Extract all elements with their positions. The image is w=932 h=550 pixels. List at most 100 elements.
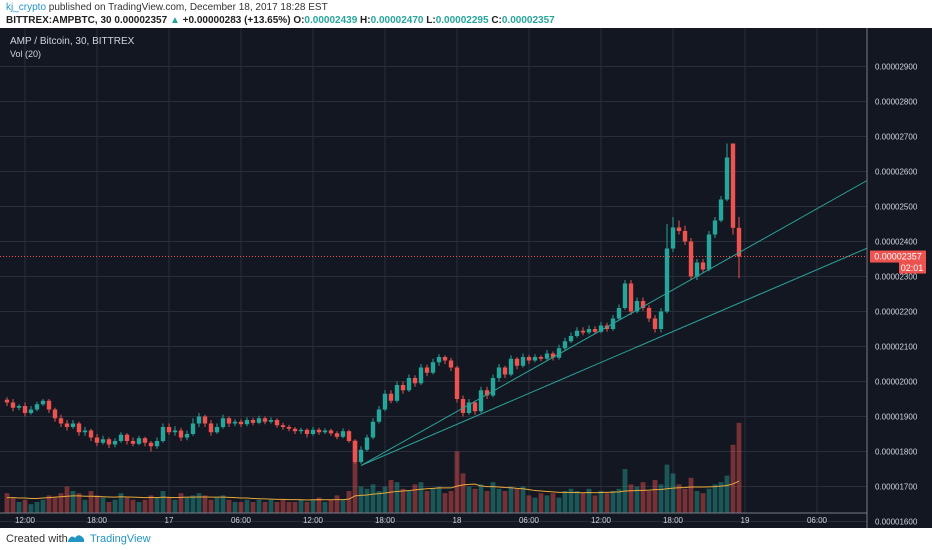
candle-body xyxy=(574,330,580,336)
volume-bar xyxy=(280,499,286,513)
candle-body xyxy=(52,409,58,419)
tradingview-brand[interactable]: TradingView xyxy=(90,533,151,545)
volume-bar xyxy=(322,502,328,513)
candle-body xyxy=(340,431,346,437)
volume-bar xyxy=(220,495,226,513)
open-value: 0.00002439 xyxy=(304,15,358,26)
symbol-interval: BITTREX:AMPBTC, 30 xyxy=(6,15,112,26)
low-value: 0.00002295 xyxy=(435,15,489,26)
volume-bar xyxy=(106,502,112,513)
volume-bar xyxy=(94,495,100,513)
candle-body xyxy=(646,308,652,319)
price-chart[interactable]: 0.00002900 0.00002800 0.00002700 0.00002600… xyxy=(0,28,932,528)
volume-bar xyxy=(634,486,640,513)
candle-body xyxy=(526,357,532,361)
time-axis-label: 12:00 xyxy=(303,516,324,525)
candle-body xyxy=(496,367,502,378)
low-label: L: xyxy=(426,15,436,26)
volume-bar xyxy=(196,493,202,513)
candle-body xyxy=(190,423,196,434)
volume-bar xyxy=(610,491,616,513)
volume-bar xyxy=(370,484,376,513)
time-axis-label: 12:00 xyxy=(15,516,36,525)
volume-bar xyxy=(676,484,682,513)
volume-bar xyxy=(412,484,418,513)
author-link[interactable]: kj_crypto xyxy=(6,2,47,13)
close-value: 0.00002357 xyxy=(501,15,555,26)
volume-bar xyxy=(166,497,172,513)
candle-body xyxy=(502,367,508,375)
volume-bar xyxy=(604,493,610,513)
candle-body xyxy=(88,430,94,438)
volume-bar xyxy=(646,491,652,513)
time-axis-labels: 12:00 18:00 17 06:00 12:00 18:00 18 06:00 12:00 1… xyxy=(15,516,828,525)
candle-body xyxy=(76,423,82,433)
chart-area[interactable]: 0.00002900 0.00002800 0.00002700 0.00002600… xyxy=(0,28,932,528)
volume-bar xyxy=(538,493,544,513)
volume-bar xyxy=(112,499,118,513)
volume-bar xyxy=(292,502,298,513)
volume-bar xyxy=(70,491,76,513)
price-axis-label: 0.00002200 xyxy=(875,308,918,317)
volume-bar xyxy=(460,473,466,513)
volume-bar xyxy=(718,482,724,513)
candle-body xyxy=(100,439,106,443)
candle-body xyxy=(16,406,22,408)
candle-body xyxy=(514,358,520,366)
volume-ma-line xyxy=(7,480,740,501)
candle-body xyxy=(682,231,688,242)
volume-bar xyxy=(214,497,220,513)
candle-body xyxy=(214,427,220,433)
volume-bar xyxy=(340,499,346,513)
candle-body xyxy=(370,421,376,438)
candle-body xyxy=(142,438,148,443)
time-axis-label: 17 xyxy=(165,516,174,525)
candle-body xyxy=(220,418,226,427)
candle-body xyxy=(376,409,382,422)
volume-bar xyxy=(508,486,514,513)
trendlines[interactable] xyxy=(360,171,908,466)
candles xyxy=(4,143,742,464)
candle-body xyxy=(400,385,406,391)
price-scale[interactable] xyxy=(867,28,932,528)
time-axis-label: 18:00 xyxy=(375,516,396,525)
volume-bar xyxy=(598,491,604,513)
candle-body xyxy=(454,367,460,399)
volume-bar xyxy=(574,491,580,513)
volume-bar xyxy=(730,444,736,513)
time-axis-label: 18 xyxy=(453,516,462,525)
volume-bar xyxy=(202,495,208,513)
price-axis-label: 0.00001800 xyxy=(875,448,918,457)
candle-body xyxy=(724,157,730,200)
volume-bar xyxy=(640,482,646,513)
volume-bar xyxy=(712,484,718,513)
volume-bar xyxy=(136,502,142,513)
candle-body xyxy=(628,283,634,312)
candle-body xyxy=(304,429,310,434)
price-axis-label: 0.00002500 xyxy=(875,203,918,212)
price-axis-label: 0.00001600 xyxy=(875,518,918,527)
candle-body xyxy=(184,434,190,438)
volume-bar xyxy=(364,488,370,513)
candle-body xyxy=(244,420,250,425)
volume-bar xyxy=(400,488,406,513)
volume-bar xyxy=(16,502,22,513)
volume-bar xyxy=(316,497,322,513)
candle-body xyxy=(448,360,454,368)
candle-body xyxy=(124,434,130,441)
volume-bar xyxy=(472,488,478,513)
candle-body xyxy=(568,336,574,342)
price-axis-label: 0.00002000 xyxy=(875,378,918,387)
volume-bar xyxy=(4,493,10,513)
candle-body xyxy=(388,393,394,401)
candle-body xyxy=(94,437,100,443)
candle-body xyxy=(700,262,706,270)
volume-bar xyxy=(670,473,676,513)
volume-bar xyxy=(34,502,40,513)
candle-body xyxy=(736,227,742,257)
volume-bar xyxy=(688,477,694,513)
candle-body xyxy=(694,262,700,277)
candle-body xyxy=(712,220,718,235)
candle-body xyxy=(40,400,46,405)
price-axis-label: 0.00002300 xyxy=(875,273,918,282)
